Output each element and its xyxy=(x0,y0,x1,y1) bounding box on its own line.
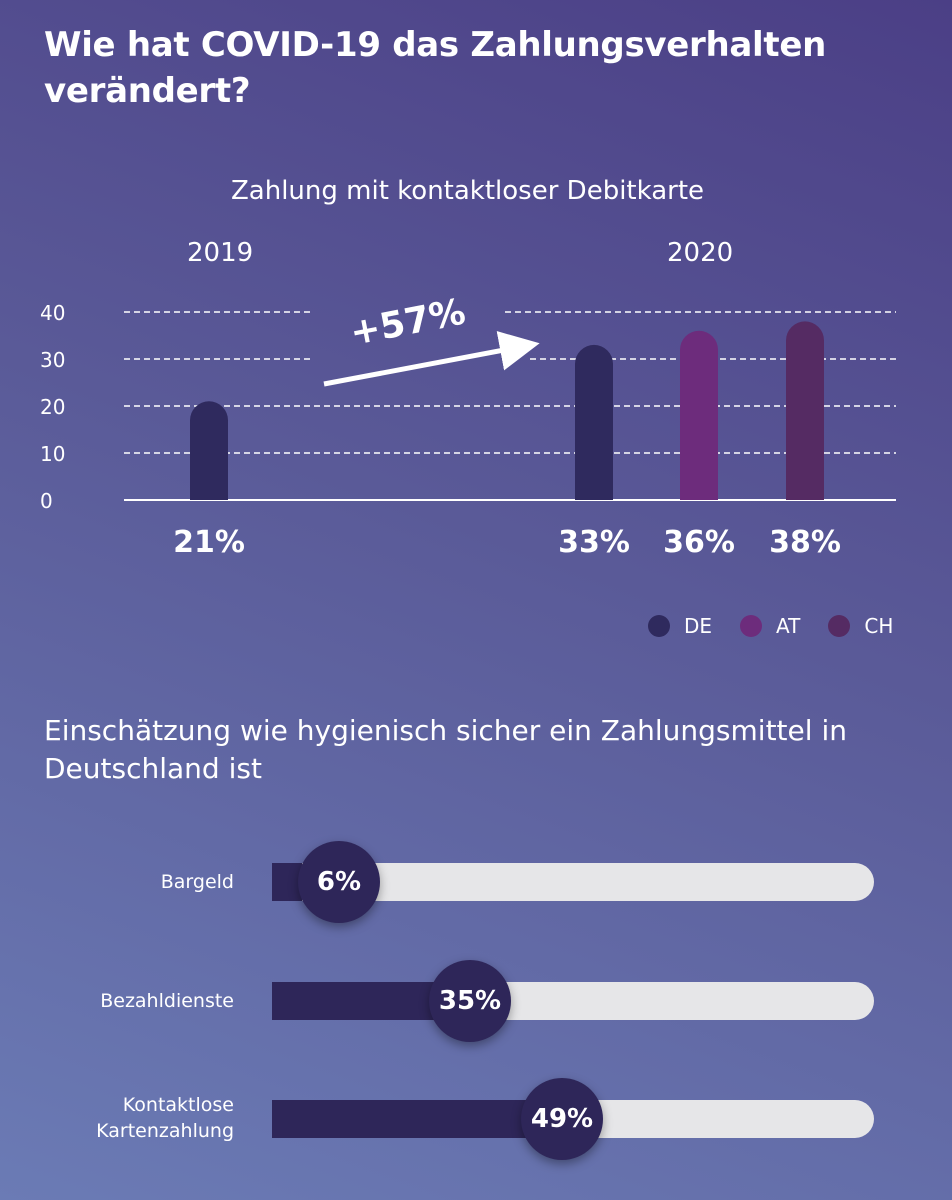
bar-value-label: 38% xyxy=(769,525,841,560)
page-title: Wie hat COVID-19 das Zahlungsverhalten v… xyxy=(44,25,827,111)
y-tick-label: 0 xyxy=(40,489,53,513)
bar-2020-ch xyxy=(786,321,824,500)
hbar-chart-title: Einschätzung wie hygienisch sicher ein Z… xyxy=(44,714,847,785)
legend-label: AT xyxy=(776,614,801,638)
hbar-track xyxy=(272,982,874,1020)
bar-value-label: 36% xyxy=(663,525,735,560)
bar-chart: 0 10 20 30 40 21% 33% 36% 38% +57% xyxy=(40,291,896,560)
hbar-fill xyxy=(272,863,302,901)
bar-2019-de xyxy=(190,401,228,500)
y-axis: 0 10 20 30 40 xyxy=(40,301,65,513)
growth-arrow-icon xyxy=(323,331,540,387)
hbar-fill xyxy=(272,1100,557,1138)
legend-item-at: AT xyxy=(740,614,800,638)
legend-item-ch: CH xyxy=(828,614,893,638)
chart-title: Zahlung mit kontaktloser Debitkarte xyxy=(230,176,705,206)
legend-label: CH xyxy=(864,614,894,638)
year-label-2019: 2019 xyxy=(187,238,254,268)
grid-lines xyxy=(124,311,896,501)
bar-value-label: 33% xyxy=(558,525,630,560)
year-label-2020: 2020 xyxy=(667,238,734,268)
legend-item-de: DE xyxy=(648,614,712,638)
bar-value-label: 21% xyxy=(173,525,245,560)
y-tick-label: 40 xyxy=(40,301,65,325)
hbar-category-label: Kontaktlose Kartenzahlung xyxy=(96,1094,234,1142)
growth-annotation: +57% xyxy=(323,291,540,387)
bars xyxy=(190,321,824,500)
bar-2020-de xyxy=(575,344,613,500)
legend-dot-icon xyxy=(648,615,670,637)
hbar-value-badge: 35% xyxy=(429,960,511,1042)
hbar-category-label: Bargeld xyxy=(160,871,234,893)
bar-2020-at xyxy=(680,330,718,500)
legend-dot-icon xyxy=(828,615,851,637)
hbar-value-badge: 49% xyxy=(521,1078,603,1160)
data-labels: 21% 33% 36% 38% xyxy=(173,525,841,560)
growth-annotation-label: +57% xyxy=(347,291,469,353)
hbar-value-badge: 6% xyxy=(298,841,380,923)
legend-label: DE xyxy=(684,614,713,638)
y-tick-label: 20 xyxy=(40,395,65,419)
legend: DE AT CH xyxy=(648,614,921,638)
hbar-category-label: Bezahldienste xyxy=(100,990,234,1012)
legend-dot-icon xyxy=(740,615,763,637)
y-tick-label: 30 xyxy=(40,348,65,372)
y-tick-label: 10 xyxy=(40,442,65,466)
